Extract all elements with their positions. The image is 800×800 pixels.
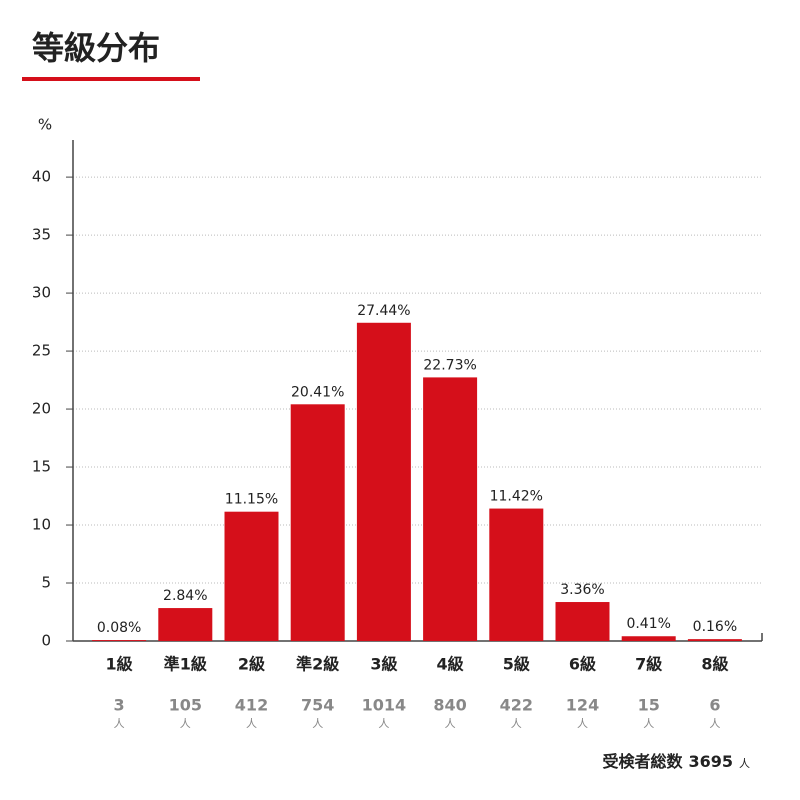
- count-unit: 人: [114, 717, 125, 730]
- total-label: 受検者総数: [602, 752, 683, 771]
- count-unit: 人: [445, 717, 456, 730]
- value-label: 0.41%: [626, 616, 670, 632]
- bar: [687, 639, 742, 641]
- value-label: 11.15%: [225, 492, 278, 508]
- count-unit: 人: [246, 717, 257, 730]
- total: 受検者総数 3695: [602, 752, 733, 771]
- x-tick-label: 7級: [635, 655, 662, 674]
- bar: [621, 636, 676, 641]
- y-tick-label: 30: [32, 284, 51, 302]
- value-label: 22.73%: [423, 357, 476, 373]
- value-label: 20.41%: [291, 384, 344, 400]
- count-unit: 人: [511, 717, 522, 730]
- count-unit: 人: [709, 717, 720, 730]
- count-unit: 人: [378, 717, 389, 730]
- count: 3: [114, 696, 125, 715]
- value-label: 11.42%: [490, 489, 543, 505]
- count-unit: 人: [180, 717, 191, 730]
- value-label: 0.08%: [97, 620, 141, 636]
- x-tick-label: 1級: [106, 655, 133, 674]
- chart-title: 等級分布: [32, 29, 160, 67]
- value-label: 2.84%: [163, 588, 207, 604]
- x-tick-label: 準1級: [164, 655, 207, 674]
- bar: [158, 608, 213, 641]
- count-unit: 人: [577, 717, 588, 730]
- count: 840: [433, 696, 466, 715]
- bar: [555, 602, 610, 641]
- bar: [489, 508, 544, 641]
- count: 124: [566, 696, 599, 715]
- bar: [290, 404, 345, 641]
- bar: [423, 377, 478, 641]
- y-axis-label: %: [38, 116, 52, 134]
- count: 1014: [362, 696, 407, 715]
- x-tick-label: 6級: [569, 655, 596, 674]
- value-label: 0.16%: [693, 619, 737, 635]
- count: 754: [301, 696, 334, 715]
- y-tick-label: 20: [32, 400, 51, 418]
- x-tick-label: 4級: [437, 655, 464, 674]
- y-tick-label: 0: [41, 632, 51, 650]
- count-unit: 人: [643, 717, 654, 730]
- count: 15: [638, 696, 660, 715]
- count-unit: 人: [312, 717, 323, 730]
- y-tick-label: 10: [32, 516, 51, 534]
- y-tick-label: 40: [32, 168, 51, 186]
- bar: [92, 640, 147, 641]
- bar: [224, 511, 279, 641]
- bar: [356, 322, 411, 641]
- x-tick-label: 5級: [503, 655, 530, 674]
- x-tick-label: 3級: [370, 655, 397, 674]
- count: 422: [500, 696, 533, 715]
- count: 412: [235, 696, 268, 715]
- title-underline: [22, 77, 200, 81]
- x-tick-label: 8級: [701, 655, 728, 674]
- x-tick-label: 準2級: [296, 655, 339, 674]
- y-tick-label: 5: [41, 574, 51, 592]
- value-label: 3.36%: [560, 582, 604, 598]
- y-tick-label: 15: [32, 458, 51, 476]
- count: 105: [169, 696, 202, 715]
- x-tick-label: 2級: [238, 655, 265, 674]
- total-value: 3695: [688, 752, 733, 771]
- total-unit: 人: [739, 757, 750, 770]
- y-tick-label: 35: [32, 226, 51, 244]
- value-label: 27.44%: [357, 303, 410, 319]
- y-tick-label: 25: [32, 342, 51, 360]
- count: 6: [709, 696, 720, 715]
